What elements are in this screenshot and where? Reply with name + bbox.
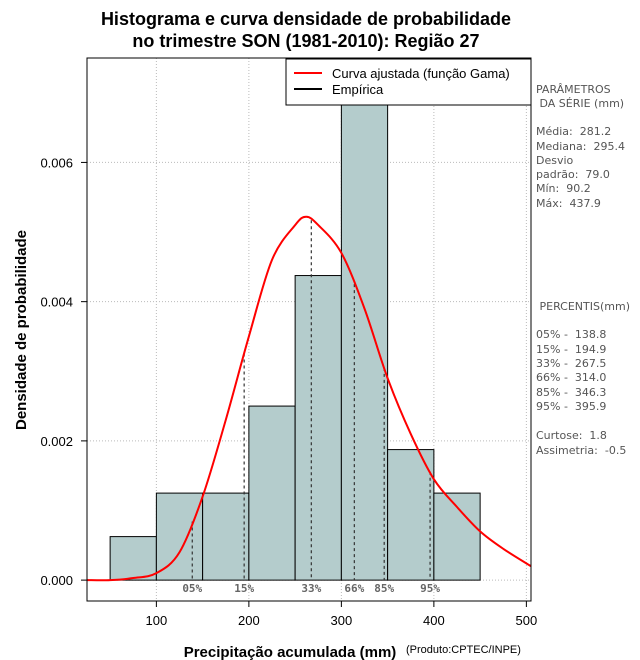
stat-maximo: Máx: 437.9 [536, 197, 601, 210]
stat-curtose: Curtose: 1.8 [536, 429, 607, 442]
y-tick-label: 0.006 [40, 155, 73, 170]
x-axis-label: Precipitação acumulada (mm) [184, 644, 397, 660]
x-tick-label: 100 [146, 613, 168, 628]
histogram-bars [109, 101, 481, 581]
chart-title-line2: no trimestre SON (1981-2010): Região 27 [132, 31, 479, 51]
percentis-heading: PERCENTIS(mm) [536, 300, 630, 313]
stat-desvio-2: padrão: 79.0 [536, 168, 610, 181]
chart-title-line1: Histograma e curva densidade de probabil… [101, 9, 511, 29]
y-tick-label: 0.002 [40, 434, 73, 449]
stat-p95: 95% - 395.9 [536, 400, 607, 413]
percentile-label: 95% [420, 582, 440, 595]
legend-label-curve: Curva ajustada (função Gama) [332, 66, 510, 81]
stat-minimo: Mín: 90.2 [536, 182, 591, 195]
x-tick-label: 200 [238, 613, 260, 628]
fitted-curve-line [87, 215, 531, 582]
legend-label-empirical: Empírica [332, 82, 384, 97]
params-heading-2: DA SÉRIE (mm) [536, 97, 625, 110]
stat-mediana: Mediana: 295.4 [536, 140, 625, 153]
stat-p85: 85% - 346.3 [536, 386, 607, 399]
percentile-label: 33% [301, 582, 321, 595]
percentile-lines: 05% 15% 33% 66% 85% 95% [182, 220, 440, 595]
y-tick-label: 0.000 [40, 573, 73, 588]
histogram-bar [294, 275, 342, 581]
histogram-bar [387, 449, 435, 581]
percentile-label: 85% [374, 582, 394, 595]
x-tick-label: 400 [423, 613, 445, 628]
percentile-label: 66% [344, 582, 364, 595]
y-tick-label: 0.004 [40, 295, 73, 310]
x-tick-label: 500 [516, 613, 538, 628]
stat-p66: 66% - 314.0 [536, 371, 607, 384]
params-heading-1: PARÂMETROS [536, 83, 611, 96]
histogram-bar [109, 536, 157, 581]
stat-media: Média: 281.2 [536, 125, 612, 138]
legend: Curva ajustada (função Gama) Empírica [285, 58, 532, 106]
histogram-bar [248, 405, 296, 581]
percentile-label: 15% [234, 582, 254, 595]
stat-p15: 15% - 194.9 [536, 343, 607, 356]
stat-p05: 05% - 138.8 [536, 328, 607, 341]
plot-frame [86, 57, 532, 602]
stat-p33: 33% - 267.5 [536, 357, 607, 370]
stat-desvio-1: Desvio [536, 154, 574, 167]
histogram-bar [340, 101, 389, 581]
stat-assimetria: Assimetria: -0.5 [536, 444, 627, 457]
histogram-bar [433, 492, 481, 581]
histogram-bar [202, 492, 250, 581]
x-tick-label: 300 [331, 613, 353, 628]
percentile-label: 05% [182, 582, 202, 595]
fitted-curve-group [87, 215, 531, 582]
credit-label: (Produto:CPTEC/INPE) [406, 644, 521, 656]
y-axis-label: Densidade de probabilidade [13, 230, 30, 430]
legend-box [285, 58, 532, 106]
axis-ticks: 100 200 300 400 500 0.000 0.002 0.004 0.006 [40, 155, 537, 628]
histogram-bar [155, 492, 204, 581]
